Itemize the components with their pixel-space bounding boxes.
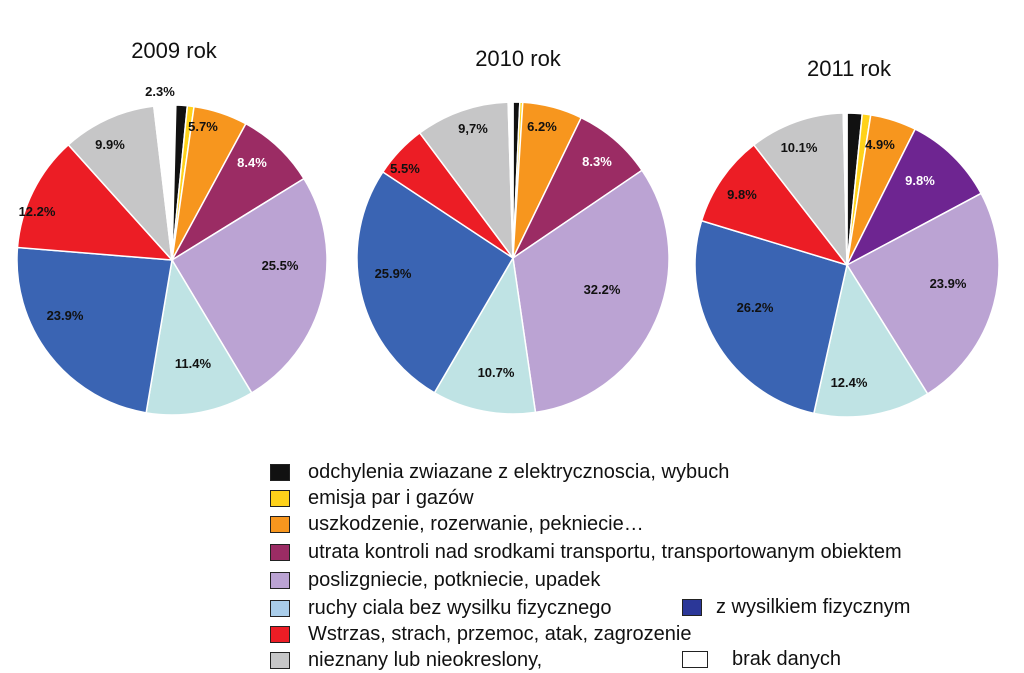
legend-item: ruchy ciala bez wysilku fizycznego [270,596,611,620]
legend-swatch [682,599,702,616]
legend-swatch [270,625,290,643]
pie-slice [512,169,670,414]
legend-swatch [682,651,708,668]
chart-title-2011: 2011 rok [807,56,891,81]
legend-item: emisja par i gazów [270,486,474,510]
data-label: 26.2% [737,300,774,315]
legend-swatch [270,489,290,507]
legend-label: Wstrzas, strach, przemoc, atak, zagrozen… [308,622,692,645]
data-label: 25.9% [375,266,412,281]
data-label: 9.9% [95,137,125,152]
legend-label: z wysilkiem fizycznym [716,596,911,618]
pie-slice [812,263,929,418]
pie-slice [700,143,850,267]
pie-slice [356,170,515,394]
legend-label: emisja par i gazów [308,486,474,509]
data-label: 10.1% [781,140,818,155]
pie-slice [507,101,514,259]
pie-slice [845,192,1000,395]
data-label: 9,7% [458,121,488,136]
legend-item-brak-danych: brak danych [682,648,841,671]
legend-item: Wstrzas, strach, przemoc, atak, zagrozen… [270,622,691,646]
data-label: 6.2% [527,119,557,134]
data-label: 4.9% [865,137,895,152]
legend-swatch [270,543,290,561]
legend-swatch [270,515,290,533]
pie-charts: 5.7% 8.4% 25.5% 11.4% 23.9% 12.2% 9.9% 2.3% 6.2%… [16,84,1000,418]
data-label: 5.5% [390,161,420,176]
data-label: 23.9% [930,276,967,291]
data-label: 10.7% [478,365,515,380]
chart-title-2009: 2009 rok [131,38,217,63]
legend-label: uszkodzenie, rozerwanie, pekniecie… [308,512,644,535]
data-label: 9.8% [727,187,757,202]
legend-item: odchylenia zwiazane z elektrycznoscia, w… [270,460,729,484]
legend-swatch [270,651,290,669]
pie-slice [16,143,174,261]
data-label: 5.7% [188,119,218,134]
data-label: 12.4% [831,375,868,390]
pie-slice [418,101,514,261]
pie-slice [152,104,173,261]
legend-item-z-wysilkiem: z wysilkiem fizycznym [682,596,910,619]
pie-slice [694,219,848,415]
legend-label: utrata kontroli nad srodkami transportu,… [308,540,902,563]
data-label: 2.3% [145,84,175,99]
pie-slice [67,105,174,263]
data-label: 11.4% [175,356,212,371]
legend-item: nieznany lub nieokreslony, [270,648,542,672]
legend-item: uszkodzenie, rozerwanie, pekniecie… [270,512,644,536]
legend-swatch [270,463,290,481]
pie-slice [16,246,173,414]
data-label: 8.3% [582,154,612,169]
data-label: 23.9% [47,308,84,323]
pie-slice [842,112,848,266]
data-label: 25.5% [262,258,299,273]
pie-slice [145,257,253,416]
legend: odchylenia zwiazane z elektrycznoscia, w… [270,458,1010,672]
legend-label: nieznany lub nieokreslony, [308,648,543,671]
data-label: 32.2% [584,282,621,297]
legend-swatch [270,599,290,617]
legend-item: utrata kontroli nad srodkami transportu,… [270,540,902,564]
legend-label: odchylenia zwiazane z elektrycznoscia, w… [308,460,730,483]
data-label: 12.2% [19,204,56,219]
legend-item: poslizgniecie, potkniecie, upadek [270,568,600,592]
legend-label: brak danych [732,648,841,670]
pie-slice [170,177,328,394]
legend-label: poslizgniecie, potkniecie, upadek [308,568,601,591]
pie-slice [433,255,537,415]
chart-title-2010: 2010 rok [475,46,561,71]
pie-slice [752,112,848,268]
data-label: 9.8% [905,173,935,188]
pie-slice [845,128,983,267]
legend-label: ruchy ciala bez wysilku fizycznego [308,596,612,619]
data-label: 8.4% [237,155,267,170]
legend-swatch [270,571,290,589]
